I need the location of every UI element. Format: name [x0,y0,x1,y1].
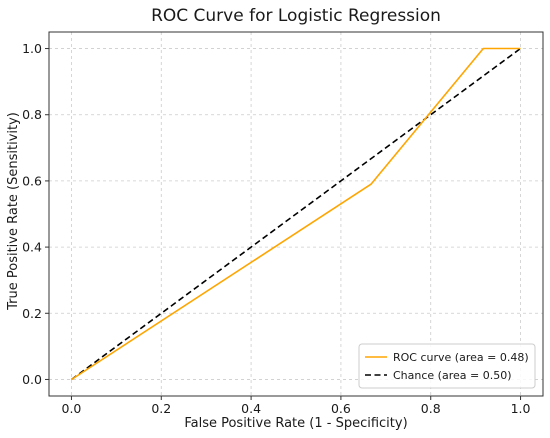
series-layer [71,47,521,381]
x-tick-label: 1.0 [511,401,531,416]
legend-label-1: Chance (area = 0.50) [393,369,512,382]
legend-label-0: ROC curve (area = 0.48) [393,351,529,364]
grid [49,32,543,396]
y-axis-label: True Positive Rate (Sensitivity) [6,112,21,311]
legend: ROC curve (area = 0.48) Chance (area = 0.… [358,343,536,389]
legend-box [358,343,536,389]
plot-frame [48,31,544,397]
x-tick-label: 0.2 [151,401,171,416]
y-tick-label: 0.6 [22,173,42,188]
ticks: 0.0 0.2 0.4 0.6 0.8 1.0 0.0 0.2 0.4 0.6 0.8 1.0 [22,41,530,416]
series-line-1 [71,47,521,381]
chart-title: ROC Curve for Logistic Regression [151,6,441,26]
y-tick-label: 1.0 [22,41,42,56]
y-tick-label: 0.2 [22,306,42,321]
x-axis-label: False Positive Rate (1 - Specificity) [184,416,407,431]
y-tick-label: 0.4 [22,240,42,255]
y-tick-label: 0.0 [22,372,42,387]
y-tick-label: 0.8 [22,107,42,122]
series-line-0 [71,47,521,381]
x-tick-label: 0.4 [241,401,261,416]
x-tick-label: 0.8 [421,401,441,416]
x-tick-label: 0.0 [62,401,82,416]
x-tick-label: 0.6 [331,401,351,416]
